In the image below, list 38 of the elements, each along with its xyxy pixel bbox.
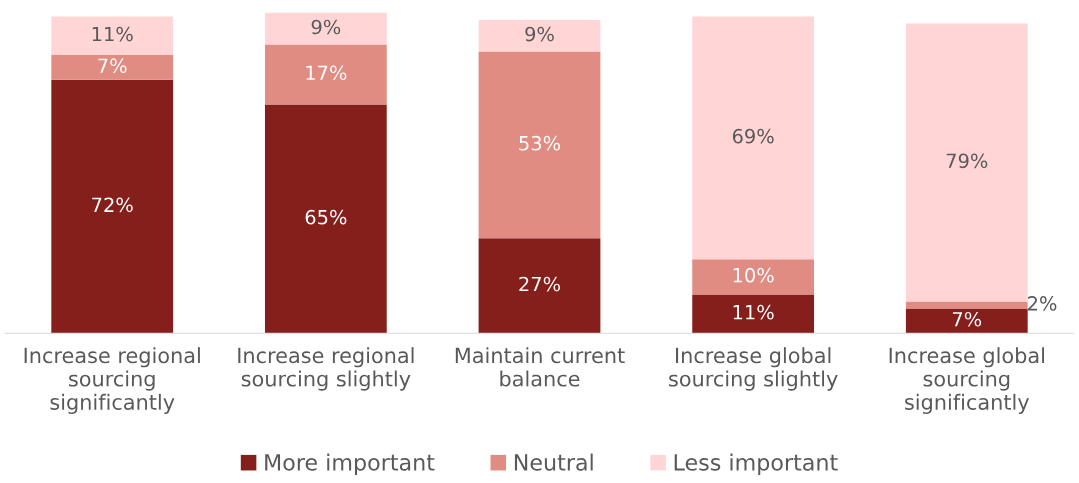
data-label: 11% (92, 26, 133, 42)
data-label: 9% (525, 26, 554, 42)
bar (692, 16, 815, 260)
data-label: 79% (946, 153, 988, 169)
data-label: 17% (306, 65, 347, 81)
bar (264, 12, 387, 45)
data-label: 65% (305, 209, 347, 225)
data-label: 69% (732, 128, 774, 144)
x-tick-label: Increase global sourcing slightly (669, 347, 838, 391)
data-label: 10% (733, 267, 774, 283)
x-tick-label: Increase regional sourcing significantly (24, 347, 200, 414)
data-label: 9% (311, 19, 341, 35)
data-label: 2% (1028, 296, 1057, 311)
x-tick-label: Increase global sourcing significantly (889, 347, 1044, 414)
bar (905, 308, 1028, 334)
legend-label: More important (265, 453, 435, 476)
bar (264, 104, 387, 334)
bar (51, 79, 174, 334)
legend-label: Neutral (514, 453, 593, 471)
bar (478, 19, 601, 52)
bar (905, 301, 1028, 309)
bar (692, 294, 815, 334)
data-label: 7% (98, 58, 127, 74)
bar (478, 51, 601, 239)
bar (478, 238, 601, 334)
data-label: 72% (92, 197, 133, 213)
data-label: 7% (952, 311, 982, 327)
bar (264, 44, 387, 105)
bar (51, 55, 174, 80)
x-tick-label: Increase regional sourcing slightly (238, 347, 414, 391)
legend-label: Less important (674, 453, 838, 476)
x-tick-label: Maintain current balance (455, 347, 625, 387)
bar (905, 23, 1028, 302)
data-label: 27% (519, 276, 561, 292)
data-label: 53% (519, 135, 561, 151)
bar (692, 259, 815, 295)
bar (51, 16, 174, 56)
data-label: 11% (733, 304, 774, 320)
